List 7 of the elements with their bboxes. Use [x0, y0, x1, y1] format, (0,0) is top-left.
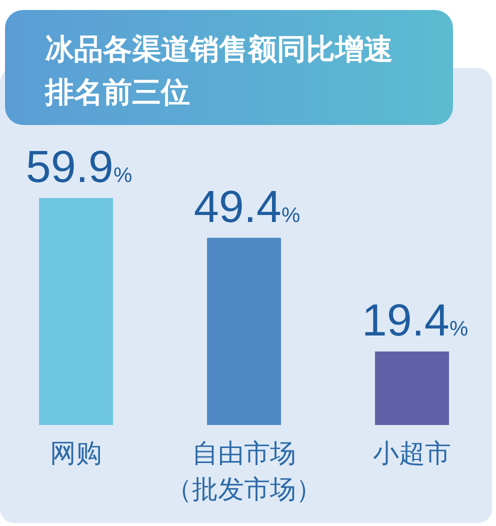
- chart-title: 冰品各渠道销售额同比增速排名前三位: [44, 33, 393, 109]
- x-tick-label: 网购: [50, 438, 102, 468]
- data-label: 19.4%: [362, 294, 468, 346]
- x-tick-label: 小超市: [373, 438, 451, 468]
- data-label: 59.9%: [26, 141, 132, 192]
- data-label: 49.4%: [194, 180, 300, 232]
- x-tick-label: 自由市场（批发市场）: [166, 438, 322, 504]
